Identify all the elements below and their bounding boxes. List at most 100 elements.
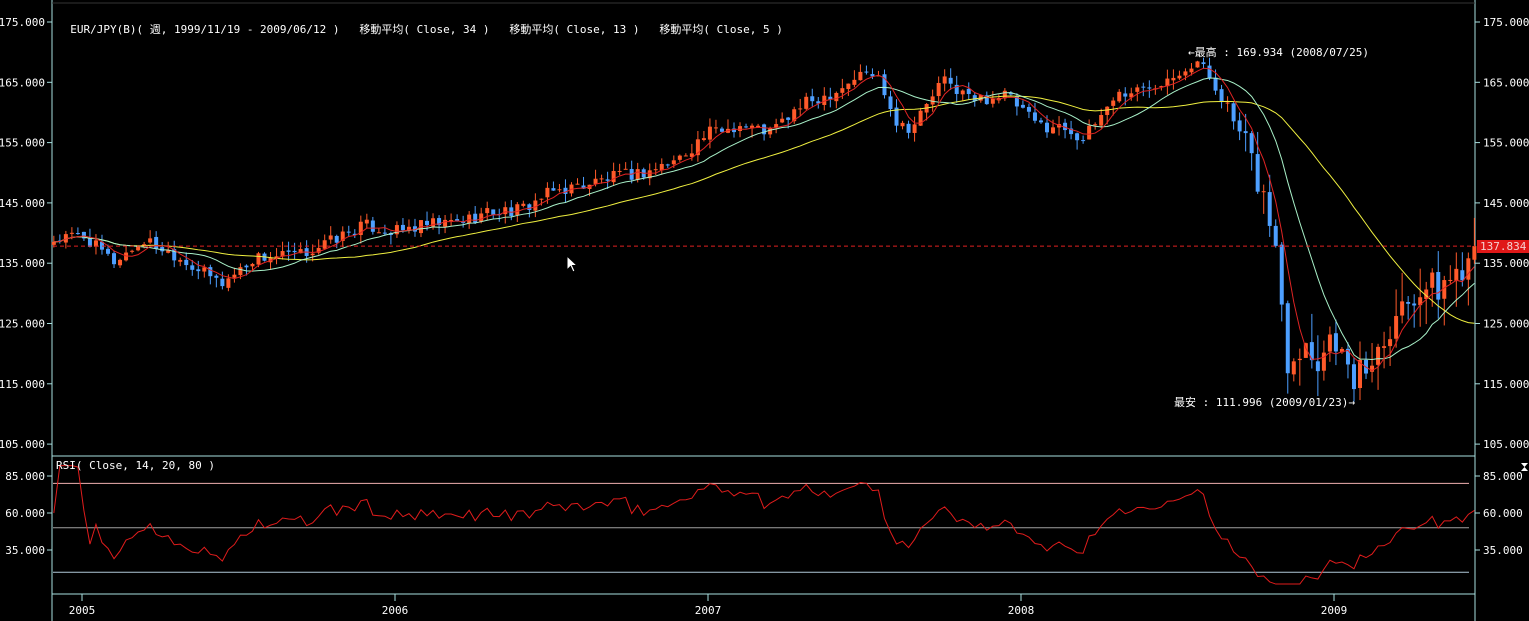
candle-up bbox=[1321, 352, 1326, 371]
candle-up bbox=[280, 251, 285, 257]
candle-down bbox=[1460, 270, 1465, 281]
candle-up bbox=[93, 240, 98, 247]
rsi-tick-label-left: 60.000 bbox=[5, 507, 45, 520]
candle-down bbox=[870, 74, 875, 77]
candle-down bbox=[1231, 103, 1236, 122]
candle-up bbox=[51, 241, 56, 245]
candle-down bbox=[888, 96, 893, 110]
candle-up bbox=[1111, 100, 1116, 106]
candle-down bbox=[1020, 104, 1025, 108]
rsi-tick-label-right: 60.000 bbox=[1483, 507, 1523, 520]
candle-down bbox=[382, 232, 387, 234]
candle-down bbox=[400, 224, 405, 231]
candle-up bbox=[1400, 301, 1405, 316]
candle-down bbox=[87, 238, 92, 247]
candle-down bbox=[346, 231, 351, 233]
candle-down bbox=[1436, 271, 1441, 300]
candle-up bbox=[136, 245, 141, 251]
candle-up bbox=[701, 138, 706, 140]
candle-up bbox=[623, 168, 628, 170]
candle-up bbox=[858, 71, 863, 81]
ma5-line bbox=[53, 67, 1475, 372]
candle-down bbox=[1147, 87, 1152, 89]
candle-down bbox=[455, 219, 460, 222]
candle-up bbox=[1129, 93, 1134, 98]
candle-down bbox=[984, 95, 989, 105]
candle-up bbox=[930, 96, 935, 105]
candle-down bbox=[1081, 140, 1086, 142]
ma5-label: 移動平均( Close, 5 ) bbox=[659, 23, 783, 36]
candle-up bbox=[328, 235, 333, 240]
candle-down bbox=[605, 179, 610, 181]
x-tick-label: 2007 bbox=[695, 604, 722, 617]
candle-up bbox=[1442, 280, 1447, 299]
candle-up bbox=[545, 187, 550, 198]
candle-down bbox=[334, 235, 339, 243]
candle-up bbox=[918, 110, 923, 126]
candle-up bbox=[942, 76, 947, 84]
candle-up bbox=[238, 267, 243, 276]
candle-up bbox=[611, 170, 616, 183]
candle-up bbox=[443, 219, 448, 227]
candle-down bbox=[1315, 361, 1320, 372]
y-tick-label-right: 105.000 bbox=[1483, 438, 1529, 451]
candle-down bbox=[1406, 302, 1411, 304]
candle-down bbox=[665, 164, 670, 166]
candle-up bbox=[1430, 272, 1435, 288]
candle-down bbox=[1279, 244, 1284, 305]
candle-up bbox=[840, 88, 845, 93]
candle-down bbox=[437, 218, 442, 225]
ma13-line bbox=[53, 77, 1475, 360]
candle-up bbox=[340, 231, 345, 241]
candle-down bbox=[1014, 95, 1019, 107]
candle-up bbox=[1183, 71, 1188, 76]
candle-up bbox=[804, 96, 809, 109]
candle-up bbox=[1051, 127, 1056, 134]
candle-down bbox=[1243, 131, 1248, 134]
candle-up bbox=[1339, 348, 1344, 353]
candle-up bbox=[792, 109, 797, 122]
y-tick-label-right: 125.000 bbox=[1483, 318, 1529, 331]
pane-expand-icon bbox=[1521, 467, 1528, 471]
candle-up bbox=[1358, 359, 1363, 388]
candle-down bbox=[1123, 93, 1128, 97]
ma34-label: 移動平均( Close, 34 ) bbox=[359, 23, 490, 36]
candle-up bbox=[912, 124, 917, 133]
candle-down bbox=[1032, 112, 1037, 121]
candle-up bbox=[431, 218, 436, 227]
candle-up bbox=[635, 169, 640, 180]
candle-down bbox=[99, 241, 104, 250]
candle-down bbox=[1273, 225, 1278, 246]
low-annotation: 最安 : 111.996 (2009/01/23)→ bbox=[1174, 396, 1355, 409]
candle-down bbox=[1219, 89, 1224, 103]
candle-up bbox=[376, 232, 381, 234]
candle-up bbox=[653, 169, 658, 171]
candle-down bbox=[1333, 333, 1338, 352]
candle-up bbox=[1291, 361, 1296, 375]
candle-down bbox=[286, 250, 291, 252]
candle-down bbox=[966, 88, 971, 94]
candle-up bbox=[322, 240, 327, 249]
candle-down bbox=[1075, 133, 1080, 141]
candle-up bbox=[599, 178, 604, 180]
y-tick-label-left: 175.000 bbox=[0, 16, 45, 29]
candle-down bbox=[220, 278, 225, 287]
candle-up bbox=[485, 208, 490, 214]
rsi-tick-label-right: 35.000 bbox=[1483, 544, 1523, 557]
candle-up bbox=[118, 259, 123, 266]
candle-up bbox=[1303, 343, 1308, 358]
candle-up bbox=[148, 238, 153, 243]
candle-up bbox=[364, 219, 369, 224]
candle-up bbox=[479, 213, 484, 222]
candle-up bbox=[256, 253, 261, 265]
candle-down bbox=[816, 101, 821, 104]
candle-up bbox=[310, 253, 315, 256]
candle-down bbox=[190, 265, 195, 270]
chart-title: EUR/JPY(B)( 週, 1999/11/19 - 2009/06/12 )… bbox=[57, 8, 783, 37]
candle-up bbox=[960, 90, 965, 95]
candle-down bbox=[196, 269, 201, 272]
candle-up bbox=[738, 126, 743, 131]
candle-up bbox=[467, 214, 472, 224]
candle-up bbox=[822, 95, 827, 105]
candle-down bbox=[1207, 65, 1212, 79]
